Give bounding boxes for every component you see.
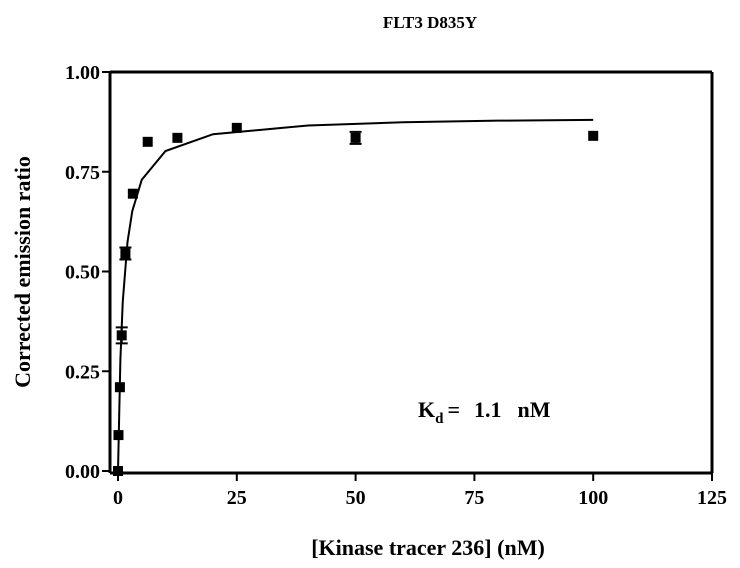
data-point xyxy=(350,132,361,143)
data-point xyxy=(114,382,125,393)
fit-curve xyxy=(117,118,594,472)
y-tick-label: 0.50 xyxy=(65,262,100,284)
x-tick-label: 125 xyxy=(697,487,727,509)
annotation-equals: = xyxy=(447,397,460,422)
data-point xyxy=(142,136,153,147)
data-point xyxy=(120,248,131,259)
annotation-value: 1.1 xyxy=(474,397,502,422)
x-tick-label: 75 xyxy=(464,487,484,509)
data-point xyxy=(231,122,242,133)
annotation-symbol: K xyxy=(418,397,435,422)
y-tick-label: 1.00 xyxy=(65,62,100,84)
x-tick-label: 25 xyxy=(227,487,247,509)
y-tick-label: 0.00 xyxy=(65,461,100,483)
y-tick-label: 0.75 xyxy=(65,162,100,184)
data-point xyxy=(113,466,123,476)
annotation-unit: nM xyxy=(518,397,551,422)
data-point xyxy=(116,330,127,341)
x-tick-label: 50 xyxy=(346,487,366,509)
annotation-subscript: d xyxy=(435,411,444,427)
data-point xyxy=(127,188,138,199)
data-point xyxy=(588,130,599,141)
x-tick-label: 0 xyxy=(113,487,123,509)
chart-title: FLT3 D835Y xyxy=(383,13,477,32)
x-tick-label: 100 xyxy=(578,487,608,509)
x-axis-label: [Kinase tracer 236] (nM) xyxy=(311,535,545,560)
y-axis-label: Corrected emission ratio xyxy=(10,156,35,388)
annotation: Kd = 1.1 nM xyxy=(418,397,551,427)
y-tick-label: 0.25 xyxy=(65,361,100,383)
data-point xyxy=(172,132,183,143)
data-point xyxy=(113,430,124,441)
